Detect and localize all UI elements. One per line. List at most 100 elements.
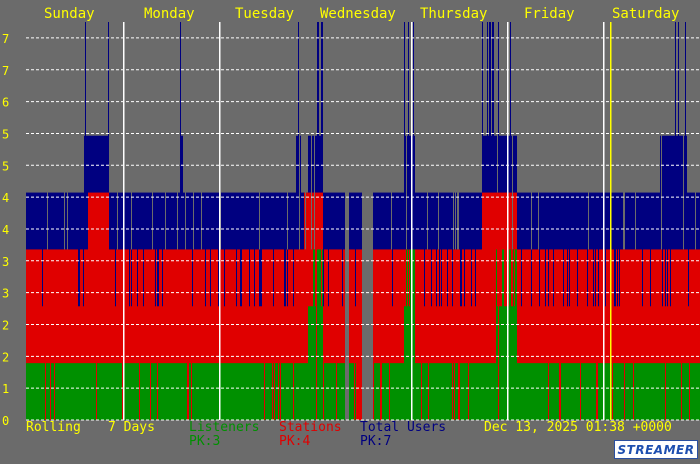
listeners-bar — [328, 363, 329, 420]
listeners-bar — [525, 363, 526, 420]
listeners-bar — [349, 363, 350, 420]
stations-bar — [87, 249, 88, 420]
listeners-bar — [158, 363, 159, 420]
listeners-bar — [233, 363, 234, 420]
listeners-bar — [200, 363, 201, 420]
listeners-bar — [154, 363, 155, 420]
listeners-bar — [500, 306, 501, 420]
listeners-bar — [614, 363, 615, 420]
stations-bar — [148, 249, 149, 420]
stations-bar — [65, 249, 66, 420]
stations-bar — [163, 249, 164, 420]
stations-bar — [435, 249, 436, 420]
day-separator — [411, 22, 413, 420]
listeners-bar — [671, 363, 672, 420]
listeners-bar — [303, 363, 304, 420]
stations-bar — [590, 249, 591, 420]
stations-bar — [298, 249, 299, 420]
listeners-bar — [642, 363, 643, 420]
listeners-bar — [546, 363, 547, 420]
stations-bar — [57, 249, 58, 420]
listeners-bar — [616, 363, 617, 420]
listeners-bar — [68, 363, 69, 420]
listeners-bar — [206, 363, 207, 420]
stations-bar — [674, 249, 675, 420]
stations-bar — [40, 249, 41, 420]
stations-bar — [571, 249, 572, 420]
listeners-bar — [583, 363, 584, 420]
listeners-bar — [258, 363, 259, 420]
listeners-bar — [288, 363, 289, 420]
stations-bar — [456, 249, 457, 420]
stations-bar — [31, 249, 32, 420]
stations-bar — [109, 249, 110, 420]
timestamp: Dec 13, 2025 01:38 +0000 — [484, 420, 672, 435]
listeners-bar — [519, 363, 520, 420]
listeners-bar — [320, 249, 321, 420]
stations-bar — [47, 249, 48, 420]
stations-bar — [283, 249, 284, 420]
stations-bar — [95, 192, 96, 420]
stations-bar — [552, 249, 553, 420]
stations-bar — [291, 249, 292, 420]
stations-bar — [199, 249, 200, 420]
stations-bar — [692, 249, 693, 420]
listeners-bar — [72, 363, 73, 420]
listeners-bar — [207, 363, 208, 420]
listeners-bar — [383, 363, 384, 420]
listeners-bar — [375, 363, 376, 420]
stations-bar — [53, 249, 54, 420]
listeners-bar — [432, 363, 433, 420]
stations-bar — [473, 249, 474, 420]
stations-bar — [422, 249, 423, 420]
stations-bar — [638, 249, 639, 420]
stations-bar — [659, 249, 660, 420]
listeners-bar — [209, 363, 210, 420]
listeners-bar — [480, 363, 481, 420]
listeners-bar — [256, 363, 257, 420]
listeners-bar — [203, 363, 204, 420]
listeners-bar — [475, 363, 476, 420]
listeners-bar — [137, 363, 138, 420]
stations-bar — [480, 249, 481, 420]
stations-bar — [191, 249, 192, 420]
listeners-bar — [497, 306, 498, 420]
stations-bar — [330, 249, 331, 420]
stations-bar — [453, 249, 454, 420]
stations-bar — [63, 249, 64, 420]
stations-bar — [449, 249, 450, 420]
listeners-bar — [286, 363, 287, 420]
listeners-bar — [467, 363, 468, 420]
stations-bar — [470, 249, 471, 420]
listeners-bar — [621, 363, 622, 420]
stations-bar — [420, 249, 421, 420]
listeners-bar — [245, 363, 246, 420]
listeners-bar — [182, 363, 183, 420]
listeners-bar — [618, 363, 619, 420]
listeners-bar — [502, 249, 503, 420]
stations-bar — [157, 306, 158, 420]
stations-bar — [570, 249, 571, 420]
stations-bar — [574, 249, 575, 420]
listeners-bar — [147, 363, 148, 420]
stations-bar — [695, 249, 696, 420]
listeners-bar — [464, 363, 465, 420]
listeners-bar — [493, 363, 494, 420]
stations-bar — [306, 192, 307, 420]
stations-bar — [332, 249, 333, 420]
listeners-bar — [240, 363, 241, 420]
listeners-bar — [80, 363, 81, 420]
stations-bar — [396, 249, 397, 420]
listeners-bar — [213, 363, 214, 420]
listeners-bar — [295, 363, 296, 420]
stations-bar — [188, 249, 189, 420]
day-separator — [603, 22, 605, 420]
stations-bar — [201, 249, 202, 420]
stations-bar — [607, 249, 608, 420]
listeners-bar — [307, 363, 308, 420]
listeners-bar — [606, 363, 607, 420]
stations-bar — [382, 249, 383, 420]
stations-bar — [172, 249, 173, 420]
listeners-bar — [512, 306, 513, 420]
